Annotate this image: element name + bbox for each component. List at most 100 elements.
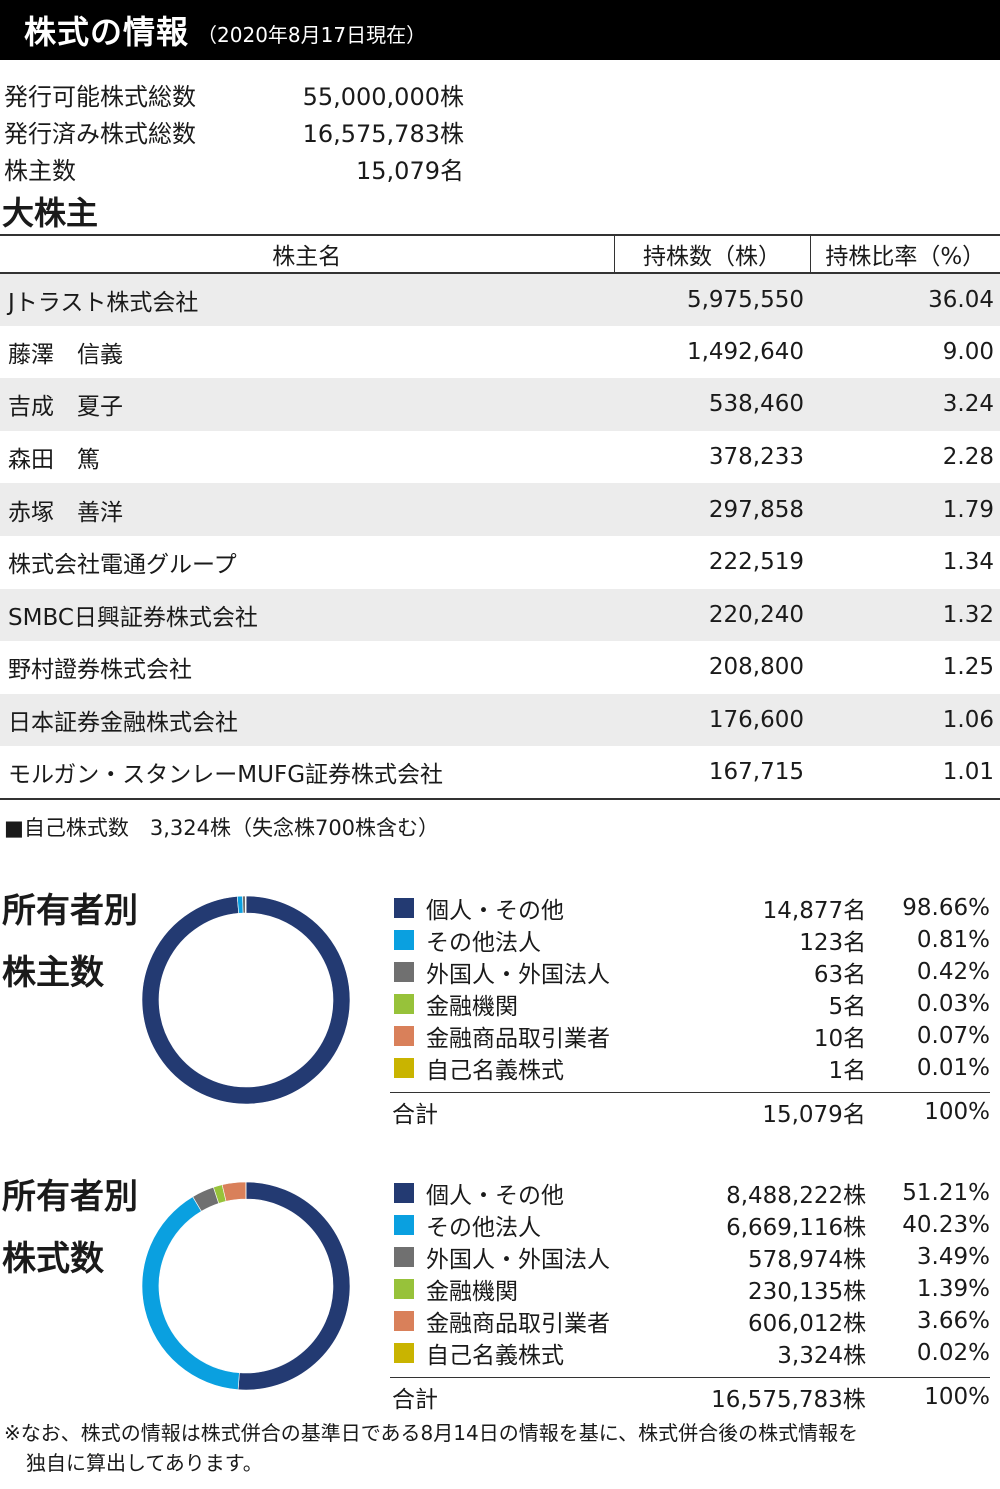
- shareholder-shares: 5,975,550: [614, 273, 810, 326]
- total-percent: 100%: [924, 1383, 990, 1410]
- major-shareholders-table: 株主名 持株数（株） 持株比率（%） Jトラスト株式会社 5,975,550 3…: [0, 234, 1000, 800]
- legend-row: 金融機関 230,135株 1.39%: [390, 1273, 990, 1305]
- legend-swatch: [394, 1183, 414, 1203]
- table-row: 野村證券株式会社 208,800 1.25: [0, 641, 1000, 694]
- legend-count: 606,012株: [748, 1311, 867, 1337]
- shareholder-name: Jトラスト株式会社: [0, 273, 614, 326]
- shareholder-name: 株式会社電通グループ: [8, 552, 237, 579]
- legend-label: 個人・その他: [426, 1183, 564, 1209]
- table-row: 赤塚 善洋 297,858 1.79: [0, 483, 1000, 536]
- legend-label: その他法人: [426, 930, 541, 956]
- legend-row: 自己名義株式 3,324株 0.02%: [390, 1337, 990, 1369]
- legend-label: 金融商品取引業者: [426, 1311, 610, 1337]
- legend-label: 個人・その他: [426, 898, 564, 924]
- legend-swatch: [394, 930, 414, 950]
- shareholder-ratio: 1.06: [810, 693, 1000, 747]
- legend-percent: 1.39%: [916, 1276, 990, 1302]
- legend-percent: 0.07%: [916, 1023, 990, 1049]
- legend-percent: 0.02%: [916, 1340, 990, 1366]
- shareholder-ratio: 1.32: [810, 588, 1000, 642]
- legend-count: 63名: [813, 962, 867, 988]
- shareholder-name: モルガン・スタンレーMUFG証券株式会社: [0, 746, 614, 800]
- shareholder-ratio: 1.25: [942, 654, 994, 681]
- shares-title-line1: 所有者別: [2, 1177, 138, 1217]
- holders-title-line1: 所有者別: [2, 891, 138, 931]
- donut-slice-1: [141, 1196, 240, 1391]
- stat-value: 55,000,000株: [302, 83, 464, 111]
- legend-swatch: [394, 1311, 414, 1331]
- table-row: 日本証券金融株式会社 176,600 1.06: [0, 693, 1000, 747]
- total-label: 合計: [392, 1386, 438, 1413]
- header-name: 株主名: [0, 234, 615, 274]
- legend-row: 金融商品取引業者 10名 0.07%: [390, 1020, 990, 1052]
- shareholder-ratio: 36.04: [810, 273, 1000, 326]
- legend-percent: 3.66%: [916, 1308, 990, 1334]
- stat-label: 発行済み株式総数: [4, 120, 196, 148]
- legend-swatch: [394, 994, 414, 1014]
- legend-percent: 3.49%: [916, 1244, 990, 1270]
- legend-label: 外国人・外国法人: [426, 1247, 610, 1273]
- footnote-line1: ※なお、株式の情報は株式併合の基準日である8月14日の情報を基に、株式併合後の株…: [4, 1421, 859, 1445]
- header-shares: 持株数（株）: [614, 234, 811, 274]
- stat-label: 発行可能株式総数: [4, 83, 196, 111]
- legend-label: その他法人: [426, 1215, 541, 1241]
- donut-slice-4: [221, 1181, 247, 1202]
- legend-percent: 98.66%: [902, 895, 990, 921]
- stat-authorized: 発行可能株式総数 55,000,000株: [4, 76, 464, 113]
- legend-row: 個人・その他 14,877名 98.66%: [390, 892, 990, 924]
- legend-swatch: [394, 1215, 414, 1235]
- shareholder-name: 森田 篤: [8, 447, 100, 474]
- shareholder-shares: 297,858: [614, 483, 810, 536]
- major-shareholders-title: 大株主: [2, 194, 99, 232]
- legend-count: 1名: [828, 1058, 867, 1084]
- shareholder-shares: 176,600: [614, 693, 810, 747]
- shares-legend: 個人・その他 8,488,222株 51.21% その他法人 6,669,116…: [390, 1177, 990, 1413]
- legend-label: 外国人・外国法人: [426, 962, 610, 988]
- shares-chart-title: 所有者別 株式数: [2, 1166, 138, 1290]
- legend-swatch: [394, 898, 414, 918]
- legend-swatch: [394, 1058, 414, 1078]
- donut-slice-0: [141, 895, 351, 1105]
- legend-count: 14,877名: [762, 898, 867, 924]
- stat-value: 15,079名: [356, 157, 464, 185]
- legend-percent: 0.81%: [916, 927, 990, 953]
- legend-count: 6,669,116株: [726, 1215, 867, 1241]
- holders-donut-chart: [141, 895, 351, 1105]
- shareholder-ratio: 3.24: [810, 378, 1000, 431]
- legend-percent: 0.01%: [916, 1055, 990, 1081]
- table-row: 森田 篤 378,233 2.28: [0, 431, 1000, 484]
- legend-swatch: [394, 1026, 414, 1046]
- legend-swatch: [394, 1343, 414, 1363]
- treasury-stock-note: ■自己株式数 3,324株（失念株700株含む）: [4, 816, 440, 840]
- legend-label: 金融機関: [426, 1279, 518, 1305]
- legend-label: 金融商品取引業者: [426, 1026, 610, 1052]
- legend-count: 578,974株: [748, 1247, 867, 1273]
- header-ratio: 持株比率（%）: [810, 234, 1000, 274]
- table-row: 吉成 夏子 538,460 3.24: [0, 378, 1000, 431]
- stat-value: 16,575,783株: [302, 120, 464, 148]
- stock-stats: 発行可能株式総数 55,000,000株 発行済み株式総数 16,575,783…: [4, 76, 464, 187]
- holders-title-line2: 株主数: [2, 953, 104, 993]
- legend-label: 自己名義株式: [426, 1058, 564, 1084]
- donut-slice-2: [242, 895, 246, 914]
- footnote-line2: 独自に算出してあります。: [26, 1451, 263, 1475]
- legend-percent: 0.03%: [916, 991, 990, 1017]
- shareholder-shares: 220,240: [614, 588, 810, 642]
- shareholder-name: SMBC日興証券株式会社: [0, 588, 614, 642]
- total-label: 合計: [392, 1101, 438, 1128]
- shareholder-shares: 167,715: [614, 746, 810, 800]
- legend-count: 3,324株: [777, 1343, 867, 1369]
- legend-count: 8,488,222株: [726, 1183, 867, 1209]
- shareholder-shares: 378,233: [708, 444, 804, 471]
- legend-count: 10名: [813, 1026, 867, 1052]
- shareholder-name: 赤塚 善洋: [0, 483, 614, 536]
- shareholder-name: 吉成 夏子: [0, 378, 614, 431]
- shareholder-ratio: 9.00: [942, 338, 994, 365]
- total-count: 15,079名: [762, 1101, 866, 1128]
- shareholder-name: 藤澤 信義: [8, 341, 123, 368]
- shares-donut-chart: [141, 1181, 351, 1391]
- table-row: 株式会社電通グループ 222,519 1.34: [0, 536, 1000, 589]
- shareholder-shares: 1,492,640: [686, 338, 804, 365]
- shareholder-ratio: 2.28: [942, 444, 994, 471]
- header-bar: 株式の情報 （2020年8月17日現在）: [0, 0, 1000, 60]
